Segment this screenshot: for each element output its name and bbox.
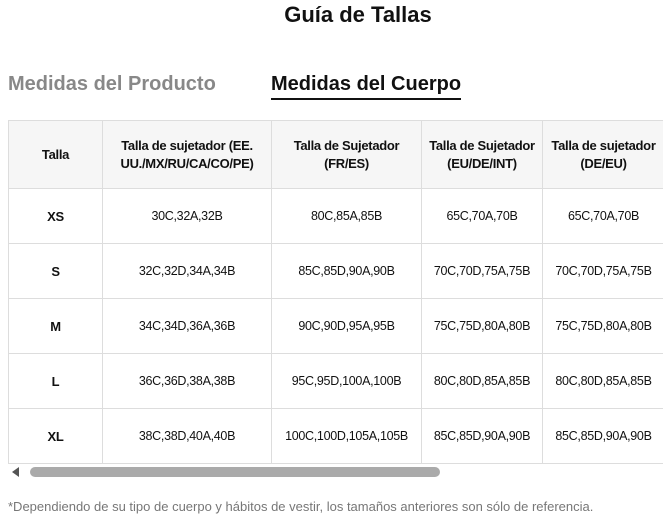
column-header: Talla de Sujetador (EU/DE/INT): [421, 120, 543, 189]
scroll-left[interactable]: [12, 467, 19, 477]
table-cell: 70C,70D,75A,75B: [542, 243, 663, 299]
column-header: Talla de sujetador (DE/EU): [542, 120, 663, 189]
page-title: Guía de Tallas: [284, 2, 432, 27]
header-row: Talla Talla de sujetador (EE. UU./MX/RU/C…: [8, 120, 663, 189]
table-cell: 80C,85A,85B: [271, 188, 422, 244]
table-cell: 85C,85D,90A,90B: [421, 408, 543, 464]
table-cell: 34C,34D,36A,36B: [102, 298, 272, 354]
size-cell: M: [8, 298, 103, 354]
table-cell: 90C,90D,95A,95B: [271, 298, 422, 354]
table-row: M 34C,34D,36A,36B 90C,90D,95A,95B 75C,75D,8…: [8, 298, 663, 354]
size-cell: S: [8, 243, 103, 299]
footnote: *Dependiendo de su tipo de cuerpo y hábi…: [8, 499, 594, 514]
table-row: S 32C,32D,34A,34B 85C,85D,90A,90B 70C,70D,7…: [8, 243, 663, 299]
table-cell: 80C,80D,85A,85B: [542, 353, 663, 409]
table-cell: 75C,75D,80A,80B: [421, 298, 543, 354]
table-cell: 85C,85D,90A,90B: [271, 243, 422, 299]
table-cell: 75C,75D,80A,80B: [542, 298, 663, 354]
size-table: Talla Talla de sujetador (EE. UU./MX/RU/C…: [8, 120, 663, 464]
column-header: Talla: [8, 120, 103, 189]
size-cell: L: [8, 353, 103, 409]
table-cell: 80C,80D,85A,85B: [421, 353, 543, 409]
table-row: XL 38C,38D,40A,40B 100C,100D,105A,105B 85C,…: [8, 408, 663, 464]
table-cell: 70C,70D,75A,75B: [421, 243, 543, 299]
table-cell: 65C,70A,70B: [421, 188, 543, 244]
table-scroll[interactable]: Talla Talla de sujetador (EE. UU./MX/RU/C…: [8, 120, 663, 464]
table-cell: 95C,95D,100A,100B: [271, 353, 422, 409]
table-cell: 32C,32D,34A,34B: [102, 243, 272, 299]
table-cell: 36C,36D,38A,38B: [102, 353, 272, 409]
table-cell: 85C,85D,90A,90B: [542, 408, 663, 464]
size-cell: XL: [8, 408, 103, 464]
tab-active[interactable]: Medidas del Cuerpo: [271, 73, 462, 100]
table-row: L 36C,36D,38A,38B 95C,95D,100A,100B 80C,80D…: [8, 353, 663, 409]
table-cell: 100C,100D,105A,105B: [271, 408, 422, 464]
column-header: Talla de sujetador (EE. UU./MX/RU/CA/CO/…: [102, 120, 272, 189]
table-body: XS 30C,32A,32B 80C,85A,85B 65C,70A,70B 65C,7…: [8, 188, 663, 464]
table-row: XS 30C,32A,32B 80C,85A,85B 65C,70A,70B 65C,7…: [8, 188, 663, 244]
column-header: Talla de Sujetador (FR/ES): [271, 120, 422, 189]
table-cell: 65C,70A,70B: [542, 188, 663, 244]
scrollbar-thumb[interactable]: [30, 467, 440, 477]
table-cell: 38C,38D,40A,40B: [102, 408, 272, 464]
table-cell: 30C,32A,32B: [102, 188, 272, 244]
size-cell: XS: [8, 188, 103, 244]
tab[interactable]: Medidas del Producto: [8, 73, 216, 95]
